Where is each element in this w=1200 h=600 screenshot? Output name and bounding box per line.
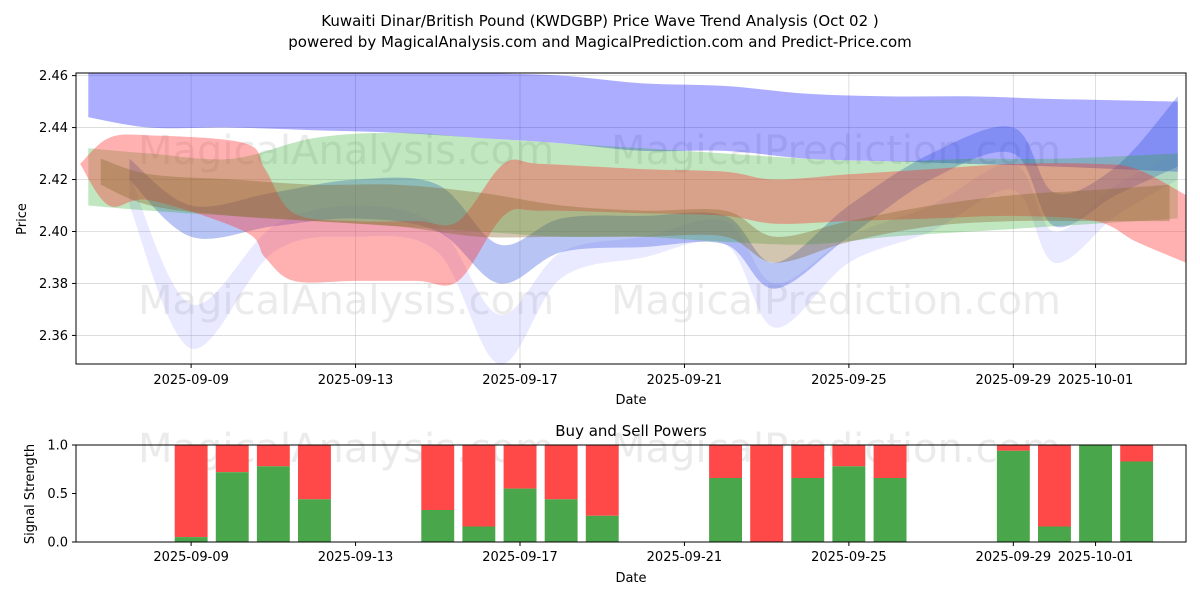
watermark-text: MagicalAnalysis.com	[138, 128, 554, 174]
buy-power-bar	[544, 499, 578, 542]
price-grid	[76, 73, 1186, 364]
price-x-tick-label: 2025-09-13	[318, 373, 394, 388]
buy-power-bar	[1079, 445, 1112, 542]
buy-power-bar	[996, 450, 1030, 542]
buy-power-bar	[256, 466, 290, 542]
buy-power-bar	[832, 466, 866, 542]
watermark-text: MagicalPrediction.com	[611, 278, 1061, 324]
signal-x-tick-label: 2025-09-17	[482, 550, 558, 565]
price-x-ticks: 2025-09-09 2025-09-13 2025-09-17 2025-09-21…	[153, 364, 1133, 388]
sell-power-bar	[709, 445, 742, 478]
buy-power-bar	[462, 526, 496, 542]
price-wave-bands	[80, 73, 1186, 364]
sell-power-bar	[996, 445, 1030, 451]
watermark-text: MagicalPrediction.com	[611, 128, 1061, 174]
buy-power-bar	[873, 478, 907, 542]
price-x-axis-label: Date	[615, 393, 646, 408]
buy-power-bar	[215, 472, 249, 542]
price-y-ticks: 2.36 2.38 2.40 2.42 2.44 2.46	[39, 69, 76, 344]
sell-power-bar	[544, 445, 578, 500]
signal-x-tick-label: 2025-09-25	[811, 550, 887, 565]
price-y-axis-label: Price	[15, 203, 30, 235]
price-x-tick-label: 2025-09-29	[976, 373, 1052, 388]
signal-y-axis-label: Signal Strength	[23, 444, 38, 544]
band-green	[88, 132, 1178, 245]
signal-bars	[174, 445, 1154, 542]
signal-x-tick-label: 2025-09-21	[647, 550, 723, 565]
price-plot-frame	[75, 72, 1187, 365]
sell-power-bar	[791, 445, 825, 478]
sell-power-bar	[832, 445, 866, 467]
sell-power-bar	[256, 445, 290, 467]
buy-power-bar	[1038, 526, 1071, 542]
sell-power-bar	[421, 445, 455, 510]
signal-x-tick-label: 2025-09-13	[318, 550, 394, 565]
chart-title-line2: powered by MagicalAnalysis.com and Magic…	[288, 33, 912, 51]
price-plot: MagicalAnalysis.com MagicalPrediction.com…	[15, 69, 1187, 408]
buy-power-bar	[174, 537, 208, 542]
chart-title-line1: Kuwaiti Dinar/British Pound (KWDGBP) Pri…	[321, 12, 879, 30]
sell-power-bar	[873, 445, 907, 478]
signal-y-ticks: 0.0 0.5 1.0	[47, 439, 76, 551]
band-blue-wide	[88, 73, 1178, 172]
signal-x-axis-label: Date	[615, 571, 646, 586]
price-y-tick-label: 2.38	[39, 277, 68, 292]
sell-power-bar	[503, 445, 537, 489]
signal-y-tick-label: 1.0	[47, 439, 68, 454]
price-x-tick-label: 2025-09-21	[647, 373, 723, 388]
signal-plot-title: Buy and Sell Powers	[555, 422, 707, 440]
buy-power-bar	[709, 478, 742, 542]
sell-power-bar	[1120, 445, 1154, 462]
price-y-tick-label: 2.44	[39, 121, 68, 136]
price-y-tick-label: 2.40	[39, 225, 68, 240]
buy-power-bar	[298, 499, 331, 542]
band-blue-deep	[129, 96, 1178, 289]
signal-x-ticks: 2025-09-09 2025-09-13 2025-09-17 2025-09-21…	[153, 542, 1133, 565]
price-x-tick-label: 2025-09-09	[153, 373, 229, 388]
price-y-tick-label: 2.46	[39, 69, 68, 84]
buy-power-bar	[421, 510, 455, 542]
sell-power-bar	[462, 445, 496, 527]
price-y-tick-label: 2.36	[39, 329, 68, 344]
sell-power-bar	[298, 445, 331, 500]
signal-y-tick-label: 0.0	[47, 536, 68, 551]
price-watermarks: MagicalAnalysis.com MagicalPrediction.com…	[138, 128, 1061, 324]
price-x-tick-label: 2025-09-17	[482, 373, 558, 388]
price-plot-background	[76, 73, 1186, 364]
buy-power-bar	[503, 488, 537, 542]
sell-power-bar	[750, 445, 784, 542]
signal-plot: Buy and Sell Powers MagicalAnalysis.comM…	[23, 422, 1187, 586]
price-x-tick-label: 2025-10-01	[1058, 373, 1134, 388]
signal-x-tick-label: 2025-09-09	[153, 550, 229, 565]
signal-x-tick-label: 2025-10-01	[1058, 550, 1134, 565]
band-red	[80, 134, 1186, 286]
price-x-tick-label: 2025-09-25	[811, 373, 887, 388]
buy-power-bar	[791, 478, 825, 542]
signal-x-tick-label: 2025-09-29	[976, 550, 1052, 565]
buy-power-bar	[585, 515, 619, 542]
sell-power-bar	[585, 445, 619, 516]
sell-power-bar	[174, 445, 208, 538]
buy-power-bar	[1120, 461, 1154, 542]
band-brown	[100, 158, 1170, 263]
sell-power-bar	[215, 445, 249, 473]
sell-power-bar	[1038, 445, 1071, 527]
signal-y-tick-label: 0.5	[47, 487, 68, 502]
price-y-tick-label: 2.42	[39, 173, 68, 188]
watermark-text: MagicalAnalysis.com	[138, 278, 554, 324]
